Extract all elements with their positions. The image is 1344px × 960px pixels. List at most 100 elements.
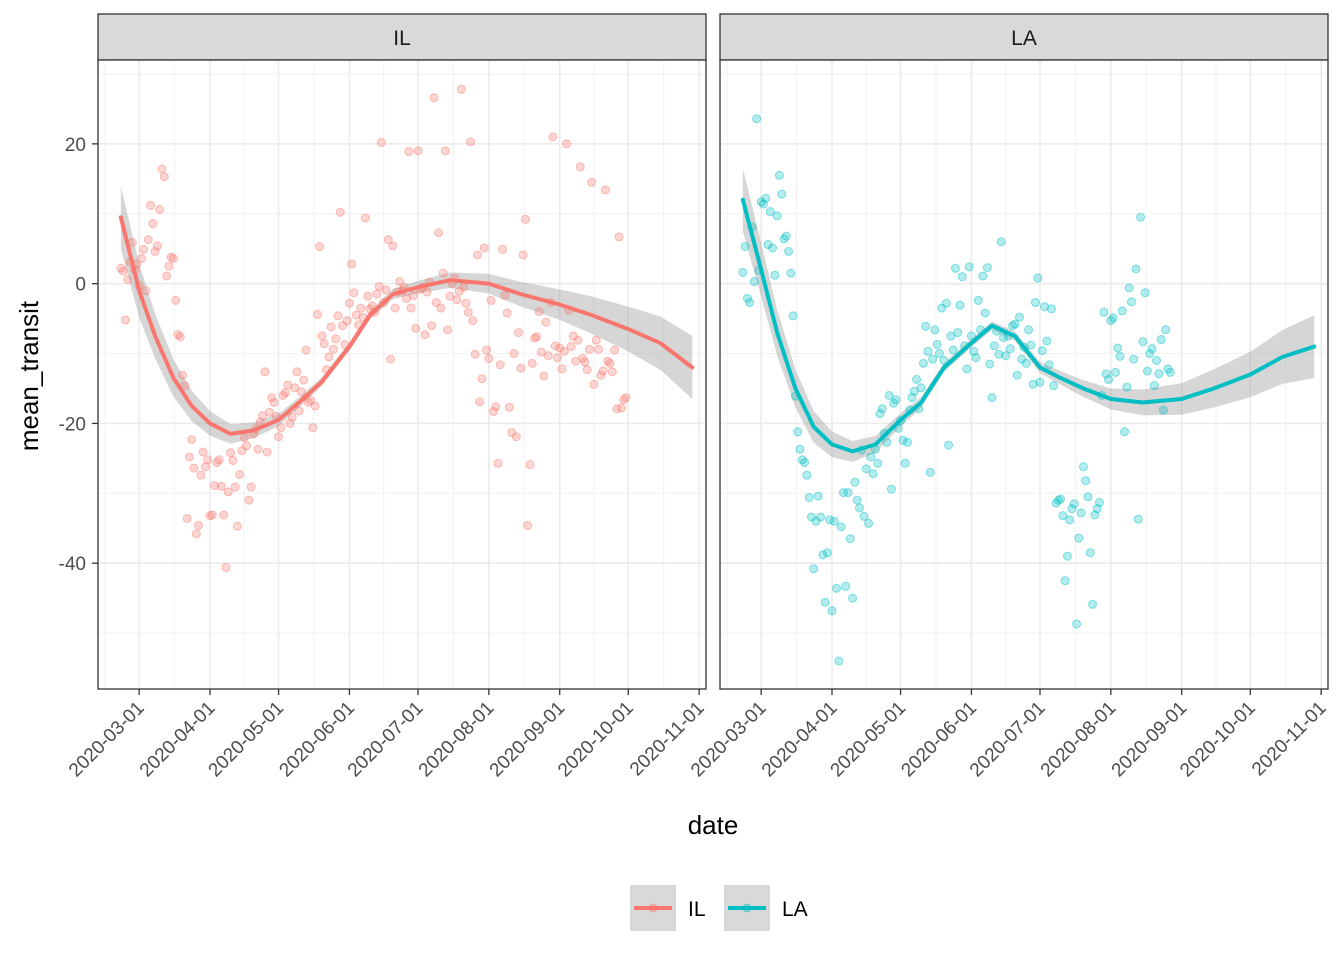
data-point xyxy=(310,401,320,411)
facet-strip-label: LA xyxy=(1011,27,1037,50)
data-point xyxy=(1008,321,1018,331)
data-point xyxy=(852,495,862,505)
data-point xyxy=(1026,340,1036,350)
data-point xyxy=(507,428,517,438)
data-point xyxy=(527,358,537,368)
data-point xyxy=(548,132,558,142)
data-point xyxy=(1136,212,1146,222)
data-point xyxy=(770,270,780,280)
data-point xyxy=(292,367,302,377)
data-point xyxy=(1138,337,1148,347)
data-point xyxy=(969,346,979,356)
data-point xyxy=(164,261,174,271)
data-point xyxy=(1101,369,1111,379)
data-point xyxy=(228,455,238,465)
data-point xyxy=(749,277,759,287)
data-point xyxy=(1067,504,1077,514)
data-point xyxy=(543,351,553,361)
data-point xyxy=(818,550,828,560)
data-point xyxy=(806,512,816,522)
data-point xyxy=(873,458,883,468)
data-point xyxy=(1021,358,1031,368)
data-point xyxy=(573,335,583,345)
legend: IL LA xyxy=(630,885,808,931)
data-point xyxy=(1106,316,1116,326)
data-point xyxy=(509,349,519,359)
data-point xyxy=(246,482,256,492)
data-point xyxy=(367,301,377,311)
data-point xyxy=(214,455,224,465)
data-point xyxy=(175,332,185,342)
data-point xyxy=(525,460,535,470)
data-point xyxy=(930,325,940,335)
data-point xyxy=(781,231,791,241)
data-point xyxy=(171,295,181,305)
data-point xyxy=(980,308,990,318)
data-point xyxy=(472,250,482,260)
data-point xyxy=(351,310,361,320)
data-point xyxy=(280,388,290,398)
data-point xyxy=(562,139,572,149)
data-point xyxy=(838,488,848,498)
legend-label: IL xyxy=(688,898,706,921)
data-point xyxy=(459,282,469,292)
data-point xyxy=(866,452,876,462)
data-point xyxy=(116,263,126,273)
panel-LA: LA2020-03-012020-04-012020-05-012020-06-… xyxy=(687,13,1331,781)
data-point xyxy=(900,458,910,468)
data-point xyxy=(1049,381,1059,391)
x-axis-title: date xyxy=(688,810,739,840)
data-point xyxy=(582,365,592,375)
data-point xyxy=(390,303,400,313)
data-point xyxy=(166,252,176,262)
legend-item-IL: IL xyxy=(630,885,706,931)
data-point xyxy=(841,581,851,591)
data-point xyxy=(404,147,414,157)
data-point xyxy=(162,271,172,281)
data-point xyxy=(797,455,807,465)
y-tick-label: 20 xyxy=(65,135,86,156)
data-point xyxy=(882,437,892,447)
data-point xyxy=(795,444,805,454)
data-point xyxy=(1165,367,1175,377)
data-point xyxy=(1108,313,1118,323)
data-point xyxy=(406,303,416,313)
data-point xyxy=(774,170,784,180)
data-point xyxy=(765,207,775,217)
y-tick-label: -20 xyxy=(59,414,86,435)
data-point xyxy=(1028,379,1038,389)
data-point xyxy=(875,409,885,419)
data-point xyxy=(381,285,391,295)
data-point xyxy=(1147,344,1157,354)
data-point xyxy=(804,493,814,503)
data-point xyxy=(1033,273,1043,283)
data-point xyxy=(541,317,551,327)
data-point xyxy=(1076,508,1086,518)
data-point xyxy=(921,321,931,331)
data-point xyxy=(916,383,926,393)
data-point xyxy=(1056,494,1066,504)
data-point xyxy=(836,522,846,532)
smooth-line xyxy=(118,215,695,436)
data-point xyxy=(422,287,432,297)
data-point xyxy=(850,477,860,487)
data-point xyxy=(1017,354,1027,364)
data-point xyxy=(395,277,405,287)
data-point xyxy=(299,375,309,385)
data-point xyxy=(518,250,528,260)
data-point xyxy=(333,311,343,321)
data-point xyxy=(1088,599,1098,609)
data-point xyxy=(610,345,620,355)
data-point xyxy=(925,467,935,477)
data-point xyxy=(550,341,560,351)
data-point xyxy=(950,263,960,273)
data-point xyxy=(1099,307,1109,317)
data-point xyxy=(148,219,158,229)
data-point xyxy=(557,364,567,374)
data-point xyxy=(260,367,270,377)
y-tick-label: 0 xyxy=(75,275,86,296)
data-point xyxy=(864,518,874,528)
data-point xyxy=(962,364,972,374)
data-point xyxy=(612,404,622,414)
legend-point xyxy=(648,903,658,913)
